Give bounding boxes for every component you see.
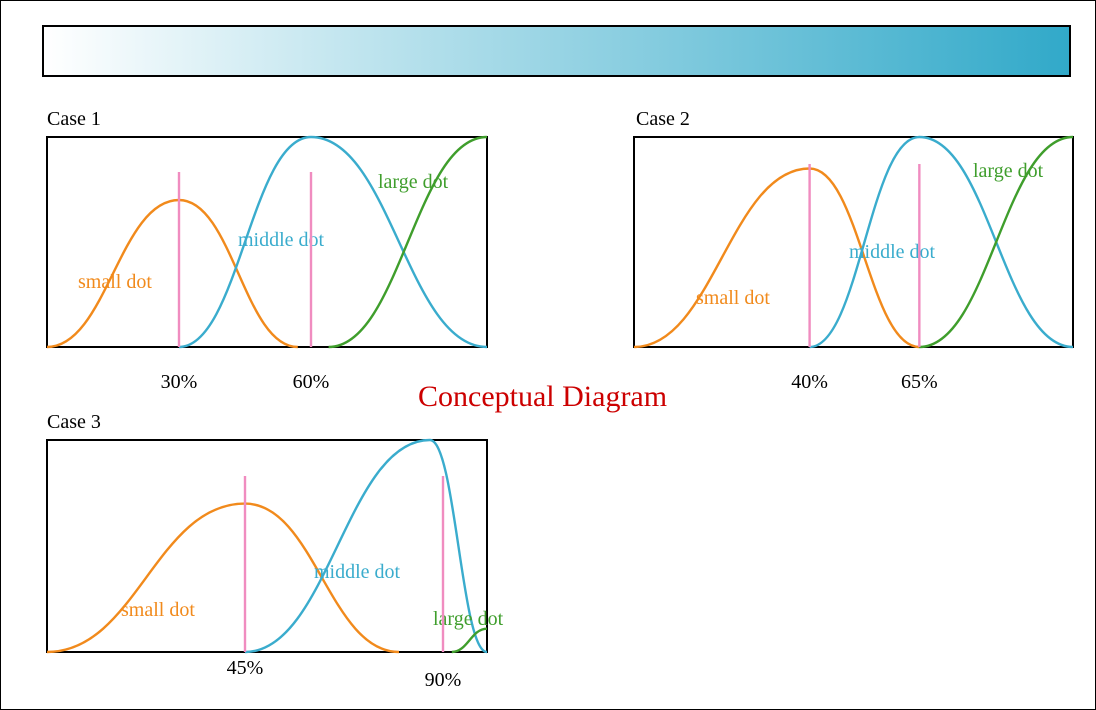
case-2-marker-label-1: 40% (791, 371, 828, 393)
case-2-large-dot-label: large dot (973, 160, 1044, 182)
case-1-small-dot-label: small dot (78, 271, 152, 293)
case-1-marker-label-1: 30% (161, 371, 198, 393)
diagram-title: Conceptual Diagram (418, 380, 668, 413)
case-1-large-dot-label: large dot (378, 171, 449, 193)
case-1-title: Case 1 (47, 108, 101, 130)
case-3-large-dot-label: large dot (433, 608, 504, 630)
case-3-marker-label-2: 90% (425, 669, 462, 691)
case-2-marker-label-2: 65% (901, 371, 938, 393)
case-2-small-dot-label: small dot (696, 287, 770, 309)
case-3-plot-frame (46, 439, 488, 653)
case-3-large-dot-curve (451, 627, 488, 654)
case-2-large-dot-curve (919, 135, 1074, 349)
case-3-small-dot-label: small dot (121, 599, 195, 621)
case-3-marker-label-1: 45% (227, 657, 264, 679)
case-2-middle-dot-label: middle dot (849, 241, 936, 263)
case-2-plot-frame (633, 136, 1074, 348)
case-2-title: Case 2 (636, 108, 690, 130)
case-1-middle-dot-label: middle dot (238, 229, 325, 251)
case-1-marker-label-2: 60% (293, 371, 330, 393)
header-gradient-bar (42, 25, 1071, 77)
case-1-large-dot-curve (328, 135, 488, 349)
case-1-plot-frame (46, 136, 488, 348)
case-1-middle-dot-curve (178, 135, 488, 349)
case-3-middle-dot-label: middle dot (314, 561, 401, 583)
case-3-middle-dot-curve (244, 438, 488, 654)
case-2-middle-dot-curve (809, 135, 1074, 349)
case-3-title: Case 3 (47, 411, 101, 433)
